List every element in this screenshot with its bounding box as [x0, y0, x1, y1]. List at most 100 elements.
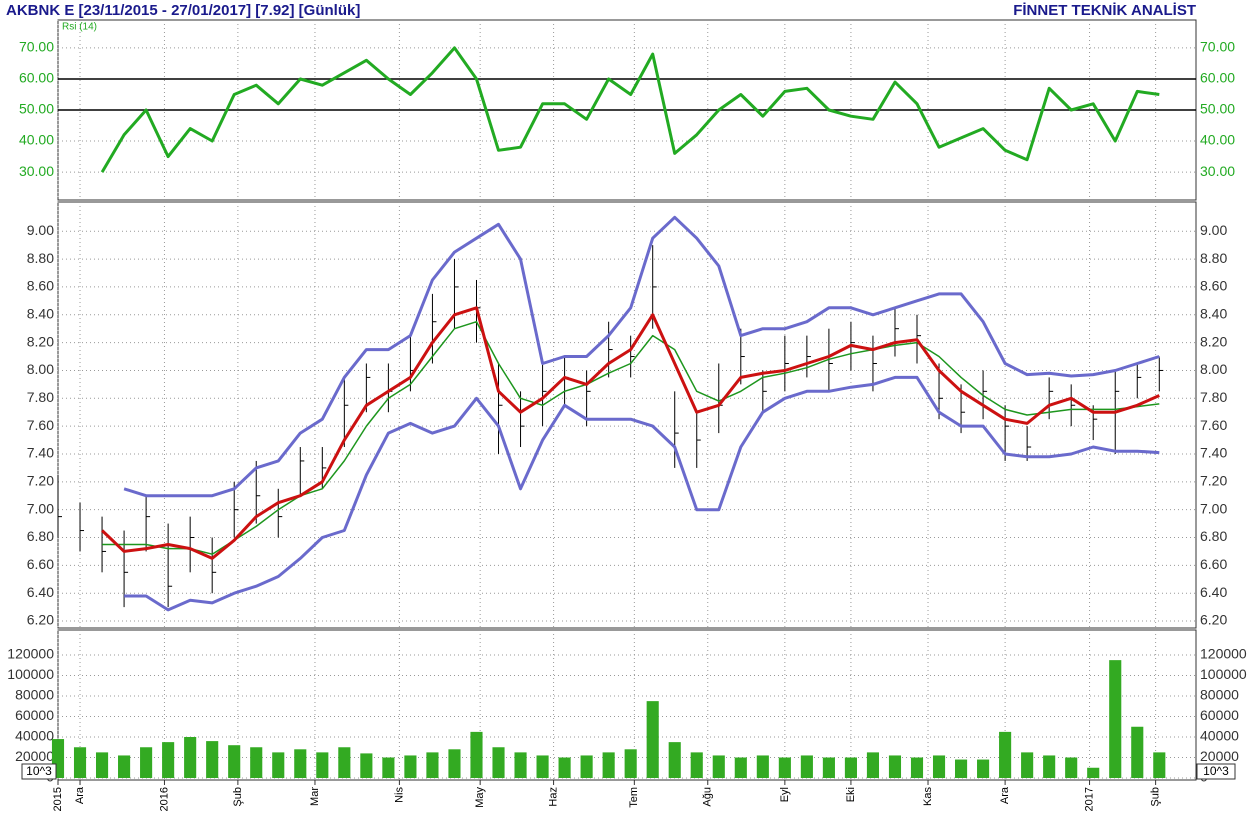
- y-tick-label: 40.00: [1200, 132, 1235, 148]
- volume-bar: [910, 757, 924, 779]
- volume-bar: [558, 757, 571, 779]
- y-tick-label: 8.60: [1200, 278, 1227, 294]
- x-tick-label: Eyl: [779, 787, 791, 802]
- volume-bar: [844, 757, 857, 779]
- volume-bar: [734, 757, 747, 779]
- brand: FİNNET TEKNİK ANALİST: [1013, 2, 1196, 19]
- volume-bar: [360, 753, 373, 779]
- y-tick-label: 50.00: [19, 101, 54, 117]
- y-tick-label: 6.60: [27, 556, 54, 572]
- volume-bar: [536, 755, 549, 779]
- y-tick-label: 6.20: [27, 612, 54, 628]
- y-tick-label: 7.00: [1200, 500, 1227, 516]
- volume-bar: [1021, 752, 1034, 779]
- volume-bar: [294, 749, 307, 779]
- unit-box: [21, 763, 57, 780]
- volume-bar: [250, 747, 263, 779]
- volume-bar: [977, 759, 990, 779]
- volume-bar: [602, 752, 615, 779]
- volume-bar: [1043, 755, 1056, 779]
- y-tick-label: 60000: [1200, 707, 1239, 723]
- y-tick-label: 8.20: [27, 333, 54, 349]
- y-tick-label: 8.40: [1200, 305, 1227, 321]
- panel-frame: [57, 201, 1197, 629]
- y-tick-label: 70.00: [19, 39, 54, 55]
- y-tick-label: 120000: [1200, 646, 1247, 662]
- x-tick-label: May: [474, 787, 486, 808]
- y-tick-label: 8.00: [1200, 361, 1227, 377]
- volume-bar: [118, 755, 131, 779]
- volume-bar: [272, 752, 285, 779]
- y-tick-label: 6.80: [27, 528, 54, 544]
- y-tick-label: 7.00: [27, 500, 54, 516]
- y-tick-label: 6.20: [1200, 612, 1227, 628]
- y-tick-label: 70.00: [1200, 39, 1235, 55]
- volume-bar: [1065, 757, 1078, 779]
- y-tick-label: 40.00: [19, 132, 54, 148]
- y-tick-label: 20000: [1200, 748, 1239, 764]
- y-tick-label: 9.00: [1200, 222, 1227, 238]
- x-tick-label: Şub: [232, 787, 244, 807]
- volume-bar: [624, 749, 637, 779]
- volume-bar: [646, 701, 659, 779]
- x-tick-label: 2017: [1083, 787, 1095, 811]
- volume-bar: [800, 755, 813, 779]
- volume-bar: [712, 755, 725, 779]
- x-tick-label: 2016: [158, 787, 170, 811]
- x-tick-label: Ara: [999, 786, 1011, 804]
- x-tick-label: Haz: [547, 787, 559, 807]
- y-tick-label: 80000: [15, 687, 54, 703]
- y-tick-label: 30.00: [1200, 163, 1235, 179]
- x-tick-label: Kas: [922, 787, 934, 806]
- volume-bar: [1153, 752, 1166, 779]
- volume-bar: [492, 747, 505, 779]
- y-tick-label: 60.00: [19, 70, 54, 86]
- chart-title: AKBNK E [23/11/2015 - 27/01/2017] [7.92]…: [6, 2, 360, 19]
- y-tick-label: 6.40: [27, 584, 54, 600]
- y-tick-label: 20000: [15, 748, 54, 764]
- y-tick-label: 7.20: [1200, 473, 1227, 489]
- volume-bar: [404, 755, 417, 779]
- volume-bar: [382, 757, 395, 779]
- volume-bar: [580, 755, 593, 779]
- line-series: [123, 215, 1160, 498]
- volume-bar: [866, 752, 880, 779]
- volume-bar: [888, 755, 902, 779]
- y-tick-label: 7.80: [1200, 389, 1227, 405]
- y-tick-label: 7.60: [27, 417, 54, 433]
- y-tick-label: 8.40: [27, 305, 54, 321]
- y-tick-label: 100000: [1200, 666, 1247, 682]
- unit-label: 10^3: [1203, 764, 1229, 778]
- volume-bar: [162, 742, 175, 779]
- x-tick-label: Eki: [845, 787, 857, 802]
- y-tick-label: 60000: [15, 707, 54, 723]
- y-tick-label: 100000: [7, 666, 54, 682]
- y-tick-label: 6.40: [1200, 584, 1227, 600]
- volume-bar: [822, 757, 835, 779]
- volume-bar: [73, 747, 87, 779]
- volume-bar: [668, 742, 681, 779]
- volume-bar: [95, 752, 109, 779]
- volume-bar: [1109, 660, 1122, 779]
- line-series: [100, 46, 1160, 173]
- volume-bar: [470, 731, 483, 779]
- y-tick-label: 8.20: [1200, 333, 1227, 349]
- volume-bar: [690, 752, 703, 779]
- volume-bar: [932, 755, 946, 779]
- y-tick-label: 7.20: [27, 473, 54, 489]
- volume-bar: [206, 741, 219, 779]
- volume-bar: [338, 747, 351, 779]
- y-tick-label: 80000: [1200, 687, 1239, 703]
- x-tick-label: Mar: [309, 787, 321, 806]
- volume-bar: [184, 737, 197, 779]
- line-series: [101, 306, 1160, 560]
- x-tick-label: 2015: [52, 787, 64, 811]
- volume-bar: [316, 752, 329, 779]
- y-tick-label: 120000: [7, 646, 54, 662]
- x-tick-label: Şub: [1150, 787, 1162, 807]
- volume-bar: [140, 747, 153, 779]
- volume-bar: [228, 745, 241, 779]
- volume-bar: [448, 749, 461, 779]
- y-tick-label: 40000: [15, 728, 54, 744]
